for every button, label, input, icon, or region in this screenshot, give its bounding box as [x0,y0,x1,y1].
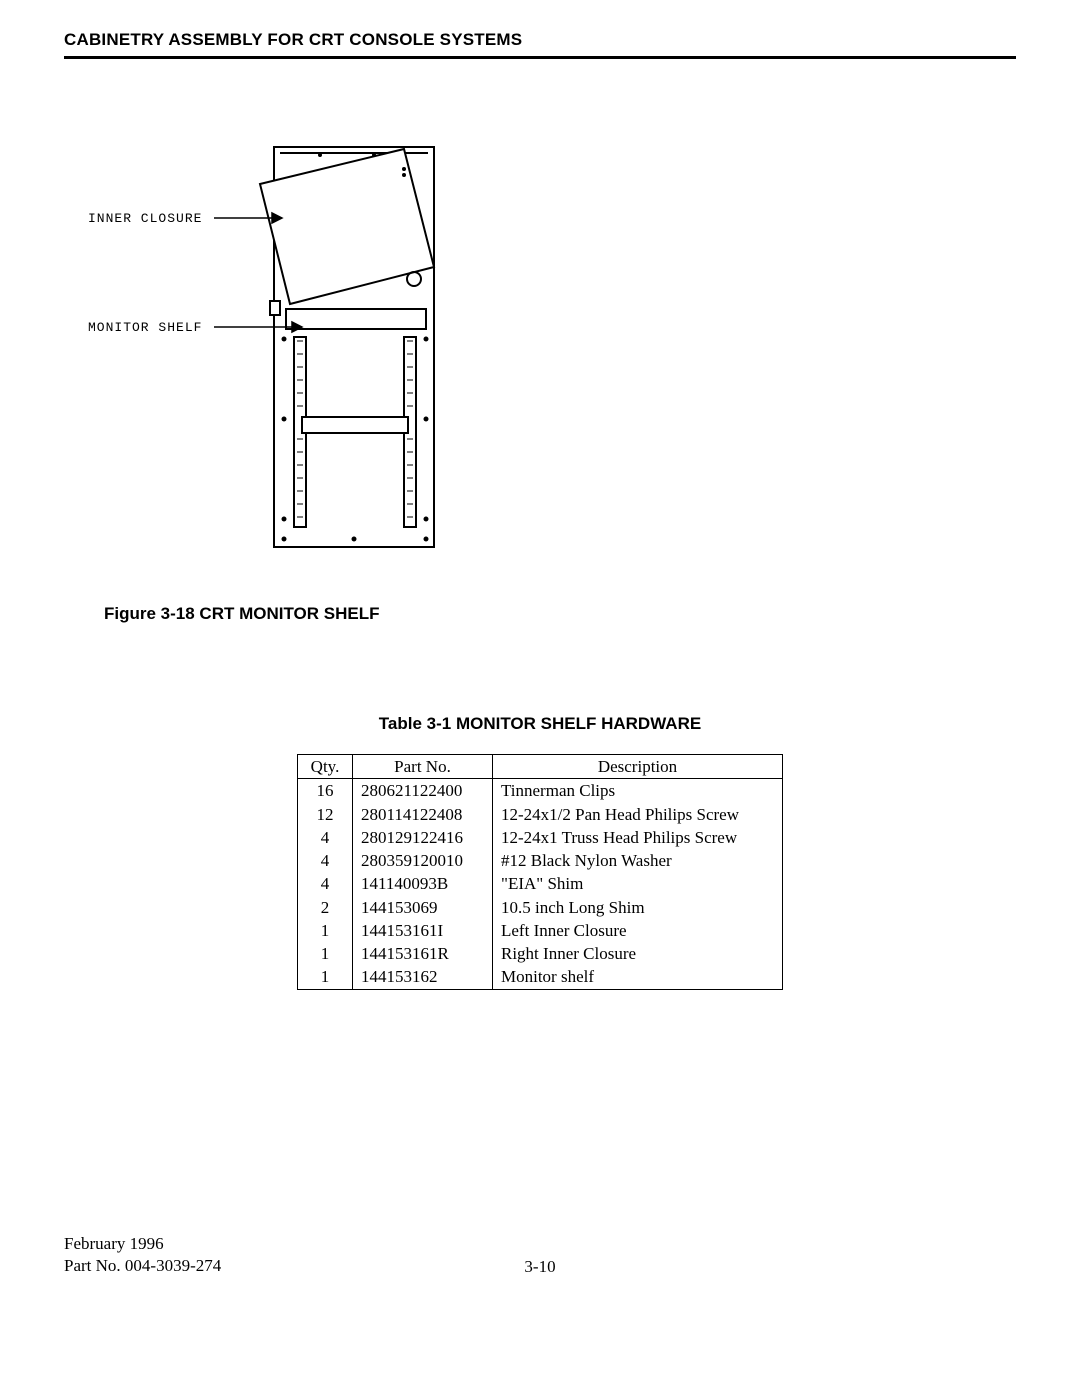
table-row: 4280359120010#12 Black Nylon Washer [298,849,783,872]
cell-part: 144153069 [353,896,493,919]
cell-qty: 4 [298,826,353,849]
table-row: 16280621122400Tinnerman Clips [298,779,783,803]
cell-qty: 2 [298,896,353,919]
cell-part: 280114122408 [353,803,493,826]
table-row: 4141140093B"EIA" Shim [298,872,783,895]
diagram-area: INNER CLOSURE MONITOR SHELF [64,139,1016,559]
footer-date: February 1996 [64,1233,221,1255]
cell-desc: 10.5 inch Long Shim [493,896,783,919]
table-row: 1144153162Monitor shelf [298,965,783,989]
cell-desc: 12-24x1 Truss Head Philips Screw [493,826,783,849]
cell-part: 141140093B [353,872,493,895]
cell-qty: 12 [298,803,353,826]
table-row: 1144153161RRight Inner Closure [298,942,783,965]
page-number: 3-10 [0,1257,1080,1277]
figure-caption: Figure 3-18 CRT MONITOR SHELF [104,604,1016,624]
cell-qty: 4 [298,872,353,895]
cell-qty: 1 [298,942,353,965]
cell-qty: 16 [298,779,353,803]
cell-qty: 1 [298,919,353,942]
cell-desc: "EIA" Shim [493,872,783,895]
header-rule [64,56,1016,59]
col-header-part: Part No. [353,755,493,779]
crt-shelf-diagram [84,139,484,559]
col-header-desc: Description [493,755,783,779]
cell-part: 280359120010 [353,849,493,872]
table-row: 1228011412240812-24x1/2 Pan Head Philips… [298,803,783,826]
cell-part: 144153162 [353,965,493,989]
cell-part: 280621122400 [353,779,493,803]
table-header-row: Qty. Part No. Description [298,755,783,779]
cell-part: 144153161I [353,919,493,942]
table-row: 1144153161ILeft Inner Closure [298,919,783,942]
table-caption: Table 3-1 MONITOR SHELF HARDWARE [64,714,1016,734]
table-row: 428012912241612-24x1 Truss Head Philips … [298,826,783,849]
page-header-title: CABINETRY ASSEMBLY FOR CRT CONSOLE SYSTE… [64,30,1016,50]
cell-qty: 1 [298,965,353,989]
cell-part: 280129122416 [353,826,493,849]
cell-desc: Left Inner Closure [493,919,783,942]
cell-qty: 4 [298,849,353,872]
cell-desc: 12-24x1/2 Pan Head Philips Screw [493,803,783,826]
cell-part: 144153161R [353,942,493,965]
cell-desc: Right Inner Closure [493,942,783,965]
cell-desc: Tinnerman Clips [493,779,783,803]
cell-desc: #12 Black Nylon Washer [493,849,783,872]
table-row: 214415306910.5 inch Long Shim [298,896,783,919]
col-header-qty: Qty. [298,755,353,779]
cell-desc: Monitor shelf [493,965,783,989]
hardware-table: Qty. Part No. Description 16280621122400… [297,754,783,990]
